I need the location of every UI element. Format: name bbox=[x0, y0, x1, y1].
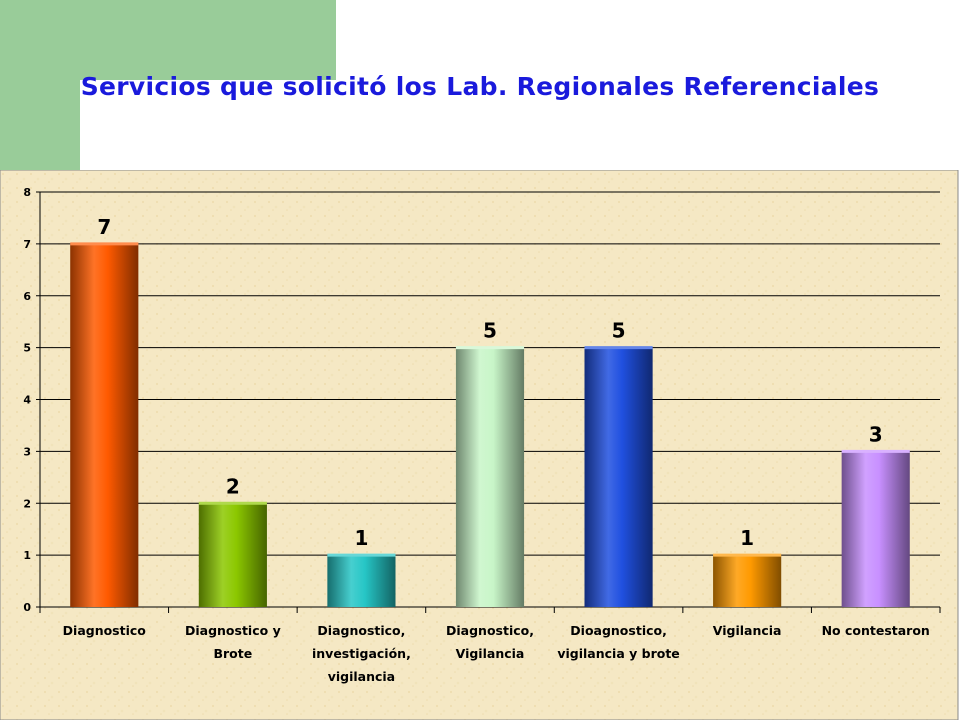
x-tick-label-line: Diagnostico, bbox=[317, 623, 405, 638]
data-label: 2 bbox=[226, 474, 240, 498]
data-label: 1 bbox=[740, 526, 754, 550]
x-tick-label: No contestaron bbox=[822, 623, 930, 638]
x-tick-label: Diagnostico, investigación, vigilancia bbox=[312, 623, 411, 684]
y-tick-label: 4 bbox=[23, 394, 31, 407]
bar bbox=[198, 503, 267, 607]
y-tick-label: 0 bbox=[23, 601, 31, 614]
y-tick-label: 7 bbox=[23, 238, 31, 251]
bar bbox=[584, 347, 653, 607]
bar-cap bbox=[841, 449, 910, 453]
x-tick-label-line: vigilancia y brote bbox=[557, 646, 679, 661]
bar bbox=[327, 555, 396, 607]
x-tick-label-line: Diagnostico y bbox=[185, 623, 281, 638]
x-tick-label-line: Diagnostico bbox=[63, 623, 147, 638]
x-tick-label: Diagnostico bbox=[63, 623, 147, 638]
data-label: 1 bbox=[354, 526, 368, 550]
data-label: 7 bbox=[97, 215, 111, 239]
bar bbox=[70, 243, 139, 607]
x-tick-label-line: No contestaron bbox=[822, 623, 930, 638]
bar bbox=[713, 555, 782, 607]
x-tick-label-line: Vigilancia bbox=[456, 646, 525, 661]
bar-chart: 0 1 2 3 4 5 6 7 8 7 Diagnostico 2 Diagnostico y Brot… bbox=[0, 169, 959, 721]
data-label: 5 bbox=[483, 319, 497, 343]
y-tick-label: 3 bbox=[23, 445, 31, 458]
y-tick-label: 1 bbox=[23, 549, 31, 562]
page-title: Servicios que solicitó los Lab. Regional… bbox=[80, 72, 880, 101]
bar-cap bbox=[198, 501, 267, 505]
chart-container: 0 1 2 3 4 5 6 7 8 7 Diagnostico 2 Diagnostico y Brot… bbox=[0, 169, 960, 721]
x-tick-label: Diagnostico y Brote bbox=[185, 623, 281, 661]
y-tick-label: 8 bbox=[23, 186, 31, 199]
x-tick-label: Vigilancia bbox=[713, 623, 782, 638]
accent-top-bar bbox=[80, 0, 336, 80]
x-tick-label: Diagnostico, Vigilancia bbox=[446, 623, 534, 661]
bar bbox=[455, 347, 525, 607]
x-tick-label: Dioagnostico, vigilancia y brote bbox=[557, 623, 679, 661]
bar-cap bbox=[70, 242, 139, 246]
bar-cap bbox=[327, 553, 396, 557]
y-tick-label: 6 bbox=[23, 290, 31, 303]
data-label: 3 bbox=[869, 422, 883, 446]
x-tick-label-line: Diagnostico, bbox=[446, 623, 534, 638]
y-tick-label: 2 bbox=[23, 497, 31, 510]
x-tick-label-line: Dioagnostico, bbox=[570, 623, 667, 638]
x-tick-label-line: Brote bbox=[213, 646, 252, 661]
y-tick-label: 5 bbox=[23, 342, 31, 355]
bar-cap bbox=[455, 346, 525, 350]
bar bbox=[841, 451, 910, 607]
x-tick-label-line: Vigilancia bbox=[713, 623, 782, 638]
x-tick-label-line: investigación, bbox=[312, 646, 411, 661]
data-label: 5 bbox=[612, 319, 626, 343]
bar-cap bbox=[713, 553, 782, 557]
bar-cap bbox=[584, 346, 653, 350]
x-tick-label-line: vigilancia bbox=[328, 669, 395, 684]
